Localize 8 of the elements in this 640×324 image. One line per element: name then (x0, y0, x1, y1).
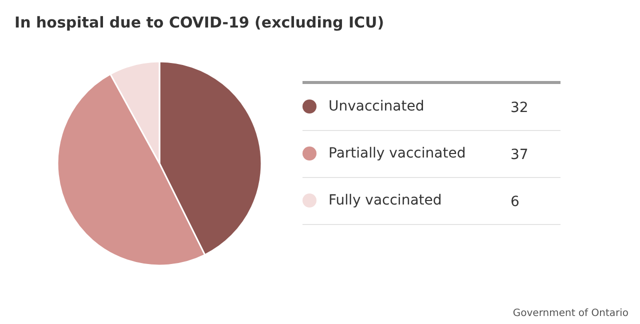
data-label: 32 (510, 100, 528, 116)
chart-title: In hospital due to COVID-19 (excluding ICU) (14, 14, 384, 32)
legend-label: Partially vaccinated (328, 146, 466, 162)
data-label: 37 (510, 147, 528, 163)
text: Government of Ontario (512, 308, 628, 319)
legend-label: Unvaccinated (328, 98, 424, 114)
legend-label: Fully vaccinated (328, 192, 442, 208)
data-label: 6 (510, 194, 520, 210)
